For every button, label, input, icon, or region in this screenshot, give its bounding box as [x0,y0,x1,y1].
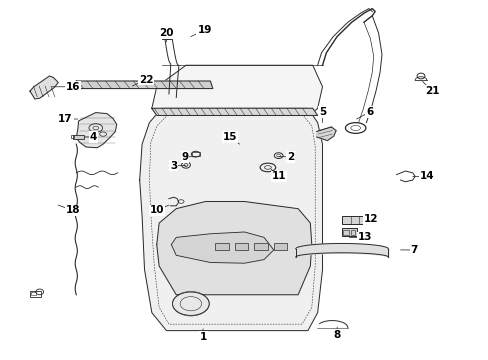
Text: 6: 6 [366,107,373,117]
Bar [30,291,41,297]
Polygon shape [152,65,322,114]
Bar [350,230,354,234]
Ellipse shape [172,292,209,315]
Polygon shape [152,108,317,116]
Bar [71,135,74,138]
Polygon shape [140,108,322,330]
Bar [31,292,36,296]
Bar [215,243,228,250]
Text: 16: 16 [65,82,80,92]
Text: 2: 2 [286,152,294,162]
Text: 12: 12 [363,215,378,224]
Text: 13: 13 [357,232,371,242]
Text: 21: 21 [424,86,439,96]
Bar [161,33,171,40]
Text: 14: 14 [419,171,434,181]
Polygon shape [157,202,311,295]
Text: 11: 11 [271,171,285,181]
Polygon shape [171,232,273,263]
Text: 18: 18 [65,206,80,216]
Text: 22: 22 [139,75,153,85]
Bar [273,243,287,250]
Text: 7: 7 [409,245,417,255]
Text: 17: 17 [58,114,73,124]
Text: 20: 20 [159,28,173,38]
Bar [341,216,366,224]
Polygon shape [30,76,58,99]
Bar [234,243,248,250]
Bar [254,243,267,250]
Text: 1: 1 [199,332,206,342]
Text: 19: 19 [197,25,211,35]
Polygon shape [76,81,212,89]
Text: 4: 4 [89,132,97,142]
Text: 5: 5 [318,107,325,117]
Text: 8: 8 [333,330,340,340]
Text: 10: 10 [149,206,163,216]
Bar [191,152,199,156]
Text: 9: 9 [181,152,188,162]
Bar [341,228,356,235]
Polygon shape [76,113,117,148]
Text: 15: 15 [222,132,237,142]
Bar [343,230,348,234]
Text: 3: 3 [170,161,177,171]
Bar [73,135,83,139]
Polygon shape [316,127,335,140]
